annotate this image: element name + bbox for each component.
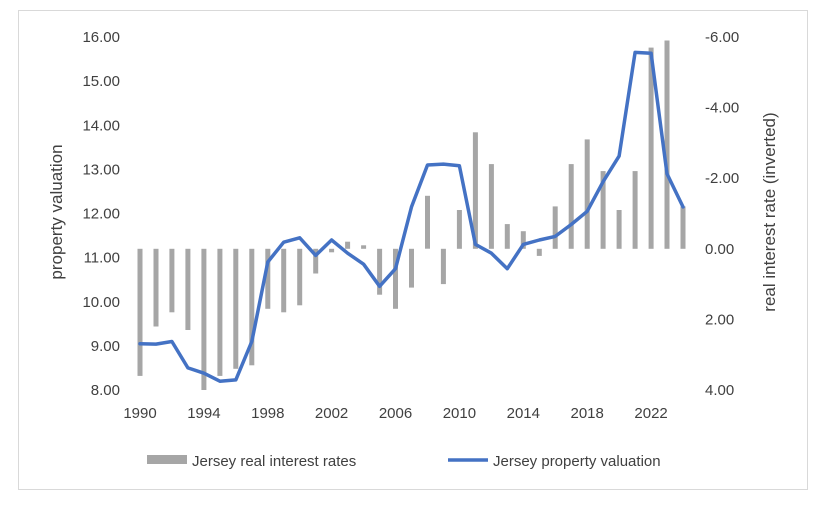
x-tick-label: 1990 xyxy=(123,405,156,422)
bar-2017 xyxy=(568,164,574,249)
bar-1993 xyxy=(185,248,191,330)
left-tick-label: 12.00 xyxy=(82,206,120,223)
right-axis-ticks: -6.00 -4.00 -2.00 0.00 2.00 4.00 xyxy=(705,29,739,399)
bar-2006 xyxy=(393,248,398,309)
bar-2004 xyxy=(361,245,367,249)
bar-2020 xyxy=(616,210,622,249)
bar-1999 xyxy=(281,248,287,313)
bar-2023 xyxy=(664,40,670,249)
left-tick-label: 13.00 xyxy=(82,161,120,178)
legend-swatch-bars xyxy=(147,455,187,464)
bar-2012 xyxy=(488,164,494,249)
bar-2011 xyxy=(472,132,478,249)
bar-1997 xyxy=(249,248,255,366)
left-tick-label: 15.00 xyxy=(82,73,120,90)
bar-2018 xyxy=(584,139,590,249)
bar-2001 xyxy=(313,248,319,274)
right-tick-label: 0.00 xyxy=(705,241,734,258)
right-tick-label: -6.00 xyxy=(705,29,739,46)
x-tick-label: 2002 xyxy=(315,405,348,422)
x-tick-label: 2010 xyxy=(443,405,476,422)
right-axis-title: real interest rate (inverted) xyxy=(760,112,779,311)
left-axis-ticks: 8.00 9.00 10.00 11.00 12.00 13.00 14.00 15.00 16… xyxy=(82,29,120,399)
x-tick-label: 2014 xyxy=(507,405,540,422)
bar-2008 xyxy=(425,195,430,249)
bar-2019 xyxy=(600,171,606,249)
bar-2009 xyxy=(440,248,446,285)
bar-2002 xyxy=(329,248,335,253)
bar-2005 xyxy=(377,248,383,295)
bar-1996 xyxy=(233,248,239,369)
left-tick-label: 11.00 xyxy=(84,250,120,267)
x-tick-label: 1994 xyxy=(187,405,220,422)
bar-1995 xyxy=(217,248,223,376)
bar-1991 xyxy=(153,248,159,327)
bar-2024 xyxy=(680,206,686,249)
bar-1998 xyxy=(265,248,271,309)
left-axis-title: property valuation xyxy=(47,144,66,279)
left-tick-label: 8.00 xyxy=(91,382,120,399)
left-tick-label: 14.00 xyxy=(82,117,120,134)
legend-label-bars: Jersey real interest rates xyxy=(192,453,356,470)
x-axis-ticks: 1990 1994 1998 2002 2006 2010 2014 2018 2022 xyxy=(123,405,667,422)
bar-2021 xyxy=(632,171,638,249)
bar-1994 xyxy=(201,248,207,390)
bars-layer xyxy=(137,40,686,390)
bar-1990 xyxy=(137,248,143,376)
legend: Jersey real interest rates Jersey proper… xyxy=(147,453,661,470)
bar-2014 xyxy=(520,231,526,249)
property-valuation-line xyxy=(138,50,685,383)
left-tick-label: 16.00 xyxy=(82,29,120,46)
x-tick-label: 2022 xyxy=(634,405,667,422)
bar-2013 xyxy=(504,224,510,249)
bar-2010 xyxy=(456,210,462,249)
x-tick-label: 2018 xyxy=(571,405,604,422)
left-tick-label: 9.00 xyxy=(91,338,120,355)
bar-2000 xyxy=(297,248,303,306)
bar-2016 xyxy=(552,206,558,249)
x-tick-label: 2006 xyxy=(379,405,412,422)
right-tick-label: -4.00 xyxy=(705,100,739,117)
right-tick-label: 4.00 xyxy=(705,382,734,399)
left-tick-label: 10.00 xyxy=(82,294,120,311)
legend-label-line: Jersey property valuation xyxy=(493,453,661,470)
bar-2007 xyxy=(409,248,414,288)
bar-2022 xyxy=(648,47,654,249)
bar-2003 xyxy=(345,241,351,249)
x-tick-label: 1998 xyxy=(251,405,284,422)
line-layer xyxy=(138,50,685,383)
right-tick-label: -2.00 xyxy=(705,170,739,187)
bar-2015 xyxy=(536,248,542,256)
bar-1992 xyxy=(169,248,175,313)
right-tick-label: 2.00 xyxy=(705,311,734,328)
